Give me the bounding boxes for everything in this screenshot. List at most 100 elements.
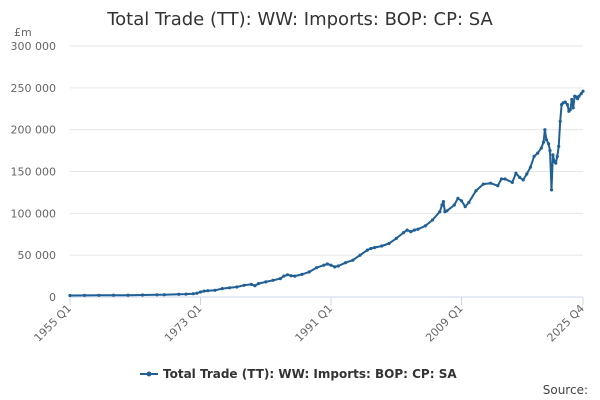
data-point[interactable]	[440, 203, 444, 207]
data-point[interactable]	[227, 286, 232, 290]
data-point[interactable]	[325, 262, 329, 266]
data-point[interactable]	[525, 172, 529, 176]
data-point[interactable]	[539, 146, 543, 150]
data-point[interactable]	[401, 231, 406, 235]
data-point[interactable]	[467, 200, 471, 205]
data-point[interactable]	[579, 92, 583, 96]
data-point[interactable]	[289, 274, 293, 278]
data-point[interactable]	[155, 293, 159, 297]
data-point[interactable]	[412, 228, 416, 232]
data-point[interactable]	[198, 290, 203, 294]
data-point[interactable]	[430, 218, 435, 222]
data-point[interactable]	[394, 236, 398, 240]
data-point[interactable]	[336, 264, 340, 268]
data-point[interactable]	[563, 100, 567, 104]
data-point[interactable]	[162, 293, 166, 297]
data-point[interactable]	[576, 97, 580, 101]
data-point[interactable]	[438, 210, 442, 214]
data-point[interactable]	[97, 293, 101, 297]
data-point[interactable]	[191, 292, 195, 296]
data-point[interactable]	[568, 108, 572, 112]
data-point[interactable]	[549, 188, 554, 192]
data-point[interactable]	[387, 241, 391, 246]
data-point[interactable]	[271, 278, 275, 282]
data-point[interactable]	[202, 289, 206, 293]
data-point[interactable]	[249, 282, 253, 286]
data-point[interactable]	[126, 293, 130, 297]
data-point[interactable]	[343, 261, 348, 265]
data-point[interactable]	[253, 284, 257, 288]
data-point[interactable]	[206, 289, 210, 293]
data-point[interactable]	[551, 153, 555, 157]
data-point[interactable]	[463, 205, 467, 209]
data-point[interactable]	[541, 140, 546, 144]
data-point[interactable]	[278, 277, 282, 281]
data-point[interactable]	[300, 272, 304, 276]
data-point[interactable]	[558, 119, 562, 123]
legend[interactable]: Total Trade (TT): WW: Imports: BOP: CP: …	[140, 367, 457, 381]
data-point[interactable]	[235, 285, 239, 289]
data-point[interactable]	[565, 103, 570, 107]
data-point[interactable]	[307, 270, 311, 274]
data-point[interactable]	[499, 177, 503, 181]
data-point[interactable]	[503, 177, 507, 181]
data-point[interactable]	[140, 293, 145, 297]
data-point[interactable]	[285, 273, 290, 277]
data-point[interactable]	[314, 266, 319, 270]
data-point[interactable]	[548, 149, 552, 153]
data-point[interactable]	[543, 128, 547, 132]
data-point[interactable]	[380, 244, 384, 248]
data-point[interactable]	[555, 154, 559, 158]
data-point[interactable]	[510, 180, 514, 184]
data-point[interactable]	[528, 165, 533, 169]
data-point[interactable]	[111, 293, 116, 297]
data-point[interactable]	[518, 175, 522, 179]
data-point[interactable]	[242, 283, 246, 287]
data-point[interactable]	[195, 291, 199, 295]
data-point[interactable]	[293, 274, 297, 278]
data-point[interactable]	[481, 182, 485, 186]
data-point[interactable]	[581, 89, 585, 93]
data-point[interactable]	[409, 230, 413, 234]
data-point[interactable]	[256, 282, 261, 286]
data-point[interactable]	[544, 138, 549, 142]
data-point[interactable]	[423, 224, 427, 228]
data-point[interactable]	[459, 199, 464, 203]
data-point[interactable]	[282, 274, 286, 278]
data-point[interactable]	[514, 171, 518, 175]
data-point[interactable]	[474, 189, 478, 193]
data-point[interactable]	[177, 292, 181, 296]
data-point[interactable]	[329, 263, 333, 267]
data-point[interactable]	[416, 227, 420, 231]
data-point[interactable]	[351, 258, 355, 262]
data-point[interactable]	[532, 154, 536, 158]
data-point[interactable]	[441, 200, 445, 204]
data-point[interactable]	[264, 280, 268, 284]
data-point[interactable]	[333, 265, 337, 269]
data-point[interactable]	[445, 209, 449, 213]
data-point[interactable]	[521, 178, 525, 182]
data-point[interactable]	[68, 293, 72, 298]
data-point[interactable]	[456, 196, 460, 200]
data-point[interactable]	[358, 253, 362, 257]
data-point[interactable]	[577, 94, 581, 98]
data-point[interactable]	[220, 287, 224, 291]
data-point[interactable]	[496, 184, 500, 188]
data-point[interactable]	[570, 97, 574, 102]
data-point[interactable]	[452, 203, 456, 207]
data-point[interactable]	[571, 106, 575, 110]
chart-title: Total Trade (TT): WW: Imports: BOP: CP: …	[106, 9, 493, 30]
data-point[interactable]	[547, 142, 551, 146]
data-point[interactable]	[365, 248, 369, 252]
data-point[interactable]	[372, 246, 377, 250]
data-point[interactable]	[82, 293, 87, 297]
data-point[interactable]	[213, 288, 217, 292]
data-point[interactable]	[536, 151, 540, 155]
data-point[interactable]	[489, 181, 493, 185]
data-point[interactable]	[405, 228, 409, 232]
data-point[interactable]	[322, 263, 326, 267]
data-point[interactable]	[557, 144, 561, 148]
data-point[interactable]	[369, 246, 373, 251]
data-point[interactable]	[554, 161, 558, 165]
data-point[interactable]	[184, 292, 188, 296]
